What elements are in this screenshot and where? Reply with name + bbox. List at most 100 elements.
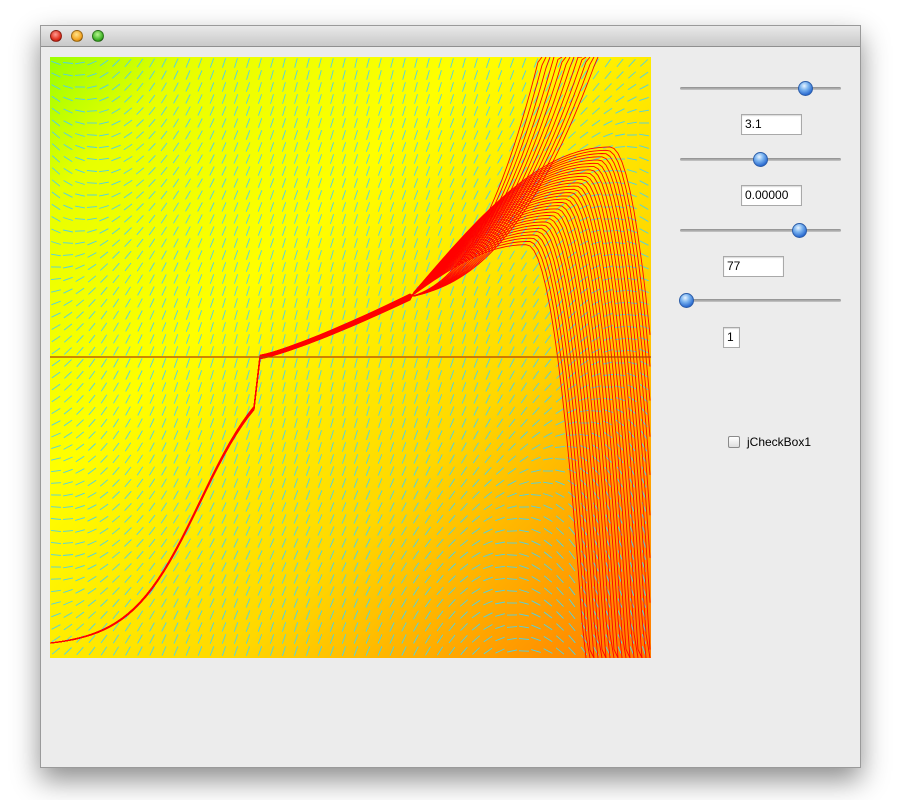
direction-segment — [497, 58, 503, 68]
direction-segment — [354, 130, 358, 140]
direction-segment — [294, 334, 298, 344]
direction-segment — [531, 552, 541, 558]
direction-segment — [329, 178, 335, 188]
direction-segment — [473, 358, 479, 368]
direction-segment — [353, 442, 359, 452]
direction-segment — [305, 154, 311, 164]
checkbox-1[interactable]: jCheckBox1 — [728, 434, 811, 450]
direction-segment — [365, 622, 371, 632]
direction-segment — [341, 202, 347, 212]
direction-segment — [556, 358, 564, 368]
direction-segment — [197, 202, 203, 212]
direction-segment — [342, 274, 346, 284]
direction-segment — [148, 214, 156, 224]
direction-segment — [389, 586, 395, 596]
direction-segment — [74, 218, 86, 220]
direction-segment — [330, 58, 334, 68]
field-1[interactable]: 3.1 — [741, 114, 802, 135]
slope-field-plot[interactable] — [50, 57, 651, 658]
direction-segment — [233, 634, 239, 644]
direction-segment — [281, 538, 287, 548]
direction-segment — [485, 142, 491, 152]
direction-segment — [161, 490, 167, 500]
direction-segment — [221, 442, 227, 452]
direction-segment — [506, 554, 518, 556]
direction-segment — [579, 240, 589, 246]
direction-segment — [136, 490, 144, 500]
direction-segment — [99, 72, 109, 78]
direction-segment — [125, 418, 131, 428]
direction-segment — [496, 430, 504, 440]
direction-segment — [76, 358, 84, 368]
checkbox-1-box[interactable] — [728, 436, 740, 448]
direction-segment — [246, 406, 250, 416]
direction-segment — [318, 238, 322, 248]
direction-segment — [293, 514, 299, 524]
direction-segment — [185, 94, 191, 104]
direction-segment — [426, 70, 430, 80]
field-2[interactable]: 0.00000 — [741, 185, 802, 206]
direction-segment — [234, 382, 238, 392]
direction-segment — [509, 262, 515, 272]
direction-segment — [63, 323, 73, 331]
zoom-button[interactable] — [92, 30, 104, 42]
direction-segment — [63, 383, 73, 391]
direction-segment — [495, 492, 505, 498]
direction-segment — [210, 334, 214, 344]
direction-segment — [378, 70, 382, 80]
field-4[interactable]: 1 — [723, 327, 740, 348]
direction-segment — [149, 610, 155, 620]
direction-segment — [449, 130, 455, 140]
direction-segment — [461, 334, 467, 344]
direction-segment — [639, 192, 649, 198]
direction-segment — [99, 169, 109, 173]
direction-segment — [461, 430, 467, 440]
minimize-button[interactable] — [71, 30, 83, 42]
direction-segment — [197, 82, 203, 92]
direction-segment — [413, 142, 419, 152]
slider-2[interactable] — [679, 150, 842, 170]
direction-segment — [305, 478, 311, 488]
direction-segment — [497, 358, 503, 368]
direction-segment — [245, 250, 251, 260]
direction-segment — [520, 406, 528, 416]
direction-segment — [509, 310, 515, 320]
direction-segment — [579, 384, 589, 390]
direction-segment — [342, 262, 346, 272]
direction-segment — [87, 72, 97, 78]
field-3[interactable]: 77 — [723, 256, 784, 277]
slider-1-thumb[interactable] — [798, 81, 814, 96]
direction-segment — [402, 286, 406, 296]
slider-4-thumb[interactable] — [679, 293, 694, 308]
slider-1[interactable] — [679, 79, 842, 99]
direction-segment — [639, 252, 649, 258]
direction-segment — [245, 142, 251, 152]
direction-segment — [113, 346, 119, 356]
direction-segment — [294, 82, 298, 92]
slider-2-thumb[interactable] — [752, 152, 768, 167]
direction-segment — [506, 626, 518, 628]
slider-3-thumb[interactable] — [792, 223, 808, 238]
direction-segment — [112, 503, 120, 511]
direction-segment — [173, 82, 179, 92]
direction-segment — [329, 526, 335, 536]
direction-segment — [378, 406, 382, 416]
direction-segment — [161, 346, 167, 356]
direction-segment — [437, 382, 443, 392]
direction-segment — [197, 382, 203, 392]
direction-segment — [257, 118, 263, 128]
direction-segment — [209, 634, 215, 644]
direction-segment — [209, 502, 215, 512]
slider-3[interactable] — [679, 221, 842, 241]
direction-segment — [74, 74, 86, 76]
direction-segment — [497, 70, 503, 80]
slider-4[interactable] — [679, 291, 842, 311]
direction-segment — [519, 529, 529, 533]
direction-segment — [112, 59, 120, 67]
solution-curve — [50, 146, 651, 644]
close-button[interactable] — [50, 30, 62, 42]
direction-segment — [401, 418, 407, 428]
direction-segment — [473, 418, 479, 428]
direction-segment — [209, 622, 215, 632]
title-bar[interactable] — [41, 26, 860, 47]
